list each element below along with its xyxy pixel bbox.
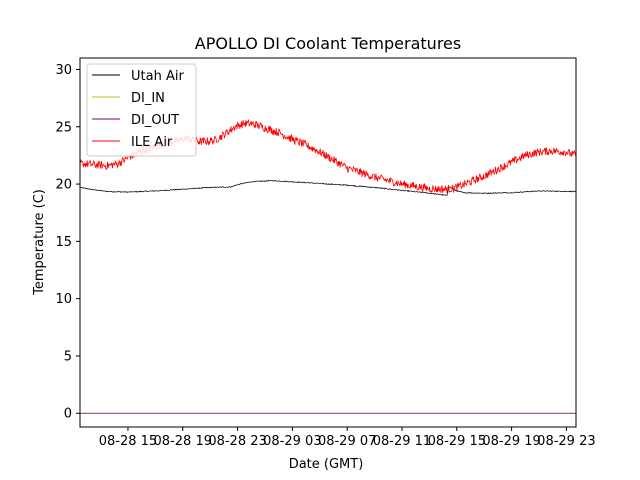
- legend: Utah Air DI_IN DI_OUT ILE Air: [86, 63, 197, 157]
- legend-box: [86, 63, 197, 157]
- y-tick-label: 30: [55, 63, 72, 78]
- y-axis-label: Temperature (C): [32, 189, 47, 296]
- legend-label: ILE Air: [131, 135, 173, 150]
- y-tick-label: 25: [55, 120, 72, 135]
- series-line-utah-air: [80, 179, 576, 196]
- chart-title: APOLLO DI Coolant Temperatures: [195, 34, 461, 53]
- y-tick-label: 0: [64, 407, 72, 422]
- y-tick-label: 15: [55, 235, 72, 250]
- plot-frame: [79, 57, 577, 428]
- y-tick-label: 10: [55, 292, 72, 307]
- legend-label: DI_IN: [131, 91, 165, 106]
- y-tick-label: 20: [55, 178, 72, 193]
- x-axis-label: Date (GMT): [289, 457, 364, 472]
- x-tick-label: 08-29 03: [263, 434, 321, 449]
- legend-label: DI_OUT: [131, 113, 179, 128]
- x-tick-label: 08-28 15: [99, 434, 157, 449]
- x-tick-label: 08-28 23: [208, 434, 266, 449]
- x-tick-label: 08-29 11: [373, 434, 431, 449]
- x-tick-label: 08-29 07: [318, 434, 376, 449]
- y-tick-label: 5: [64, 349, 72, 364]
- x-tick-label: 08-29 19: [482, 434, 540, 449]
- x-tick-label: 08-28 19: [154, 434, 212, 449]
- x-tick-label: 08-29 23: [537, 434, 595, 449]
- legend-label: Utah Air: [131, 69, 184, 84]
- x-tick-label: 08-29 15: [428, 434, 486, 449]
